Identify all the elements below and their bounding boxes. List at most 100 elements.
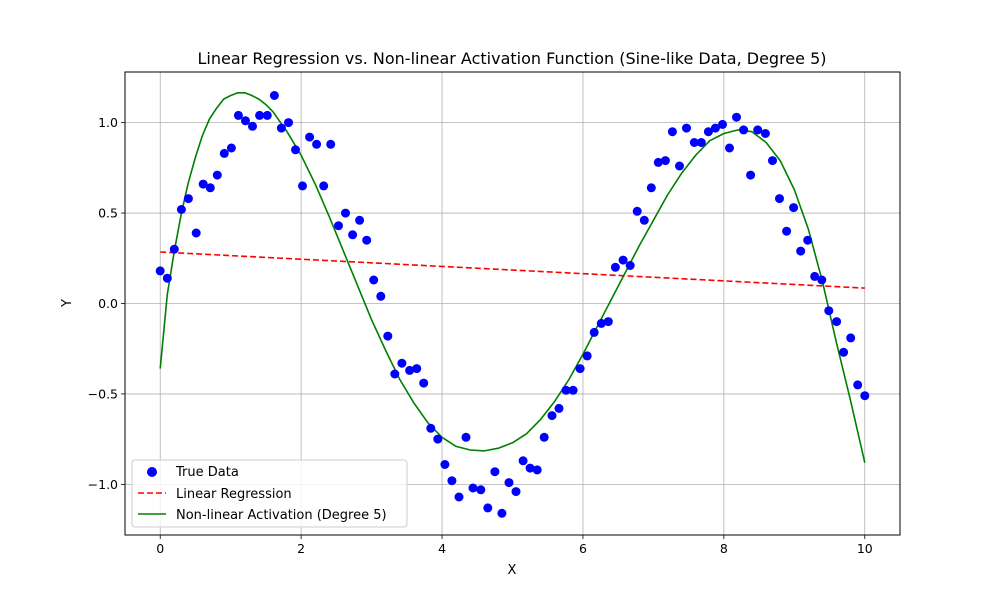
data-point <box>319 181 329 191</box>
data-point <box>568 385 578 395</box>
data-point <box>447 476 457 486</box>
data-point <box>696 138 706 147</box>
plot-area <box>155 91 870 518</box>
data-point <box>853 380 863 390</box>
data-point <box>532 465 542 475</box>
y-axis-label: Y <box>60 299 75 308</box>
data-point <box>383 331 393 341</box>
data-point <box>725 143 734 153</box>
data-point <box>483 503 493 513</box>
data-point <box>589 327 599 337</box>
data-point <box>575 364 585 374</box>
linear-regression-line <box>160 251 865 289</box>
data-point <box>710 123 720 133</box>
data-point <box>782 226 792 236</box>
data-point <box>369 275 379 285</box>
y-tick-label: 0.5 <box>98 206 118 221</box>
data-point <box>803 235 813 245</box>
data-point <box>334 221 343 231</box>
x-tick-label: 4 <box>438 541 446 556</box>
data-point <box>839 347 849 357</box>
data-point <box>262 110 272 120</box>
data-point <box>183 194 193 204</box>
data-point <box>341 208 350 218</box>
data-point <box>832 317 842 327</box>
data-point <box>603 317 613 327</box>
data-point <box>824 306 834 316</box>
data-point <box>625 261 635 270</box>
data-point <box>639 215 649 225</box>
data-point <box>646 183 656 193</box>
data-point <box>554 403 564 413</box>
data-point <box>169 244 179 254</box>
data-point <box>362 235 372 245</box>
data-point <box>739 125 749 135</box>
data-point <box>226 143 236 153</box>
data-point <box>219 148 229 158</box>
data-point <box>525 463 535 473</box>
data-point <box>162 273 172 283</box>
data-point <box>689 138 699 147</box>
data-point <box>675 161 684 171</box>
data-point <box>433 434 443 444</box>
legend-label-true-data: True Data <box>175 465 239 480</box>
axes: 0 2 4 6 8 10 −1.0 −0.5 0.0 0.5 1.0 <box>88 115 873 556</box>
data-point <box>155 266 165 276</box>
y-tick-label: 1.0 <box>98 115 118 130</box>
data-point <box>753 125 763 135</box>
y-tick-label: 0.0 <box>98 296 118 311</box>
data-point <box>468 483 478 493</box>
data-point <box>518 456 528 466</box>
data-point <box>233 110 243 120</box>
data-point <box>198 179 208 189</box>
data-point <box>426 423 436 433</box>
y-tick-label: −0.5 <box>88 386 118 401</box>
data-point <box>653 157 663 167</box>
data-point <box>241 116 250 126</box>
data-point <box>355 215 365 225</box>
data-point <box>539 432 549 442</box>
data-point <box>732 112 741 122</box>
data-point <box>419 378 429 388</box>
data-point <box>269 91 279 100</box>
legend-label-linear-regression: Linear Regression <box>176 487 292 502</box>
x-axis-label: X <box>508 563 517 578</box>
data-point <box>305 132 315 142</box>
data-point <box>476 485 486 495</box>
data-point <box>760 129 770 138</box>
data-point <box>284 118 293 128</box>
data-point <box>205 183 215 193</box>
data-point <box>561 385 571 395</box>
data-point <box>660 156 670 166</box>
data-point <box>796 246 806 256</box>
data-point <box>390 369 400 379</box>
data-point <box>191 228 201 238</box>
data-point <box>667 127 677 137</box>
grid <box>125 72 900 535</box>
legend: True Data Linear Regression Non-linear A… <box>131 459 408 528</box>
legend-box <box>131 459 408 528</box>
data-point <box>348 230 358 240</box>
chart-title: Linear Regression vs. Non-linear Activat… <box>198 49 827 68</box>
data-point <box>775 194 784 204</box>
legend-marker-true-data <box>147 467 157 477</box>
y-tick-label: −1.0 <box>88 477 118 492</box>
legend-label-nonlinear: Non-linear Activation (Degree 5) <box>176 508 387 523</box>
data-point <box>768 156 777 166</box>
data-point <box>789 203 799 213</box>
data-point <box>610 262 620 272</box>
data-point <box>248 121 257 131</box>
x-tick-label: 2 <box>297 541 305 556</box>
nonlinear-activation-curve <box>159 92 866 463</box>
data-point <box>454 492 464 502</box>
data-point <box>397 358 407 368</box>
data-point <box>405 365 415 375</box>
data-point <box>276 123 286 133</box>
data-point <box>412 364 422 374</box>
data-point <box>490 467 500 477</box>
data-point <box>703 127 713 137</box>
data-point <box>860 391 870 401</box>
data-point <box>440 460 450 469</box>
x-tick-label: 8 <box>720 541 728 556</box>
